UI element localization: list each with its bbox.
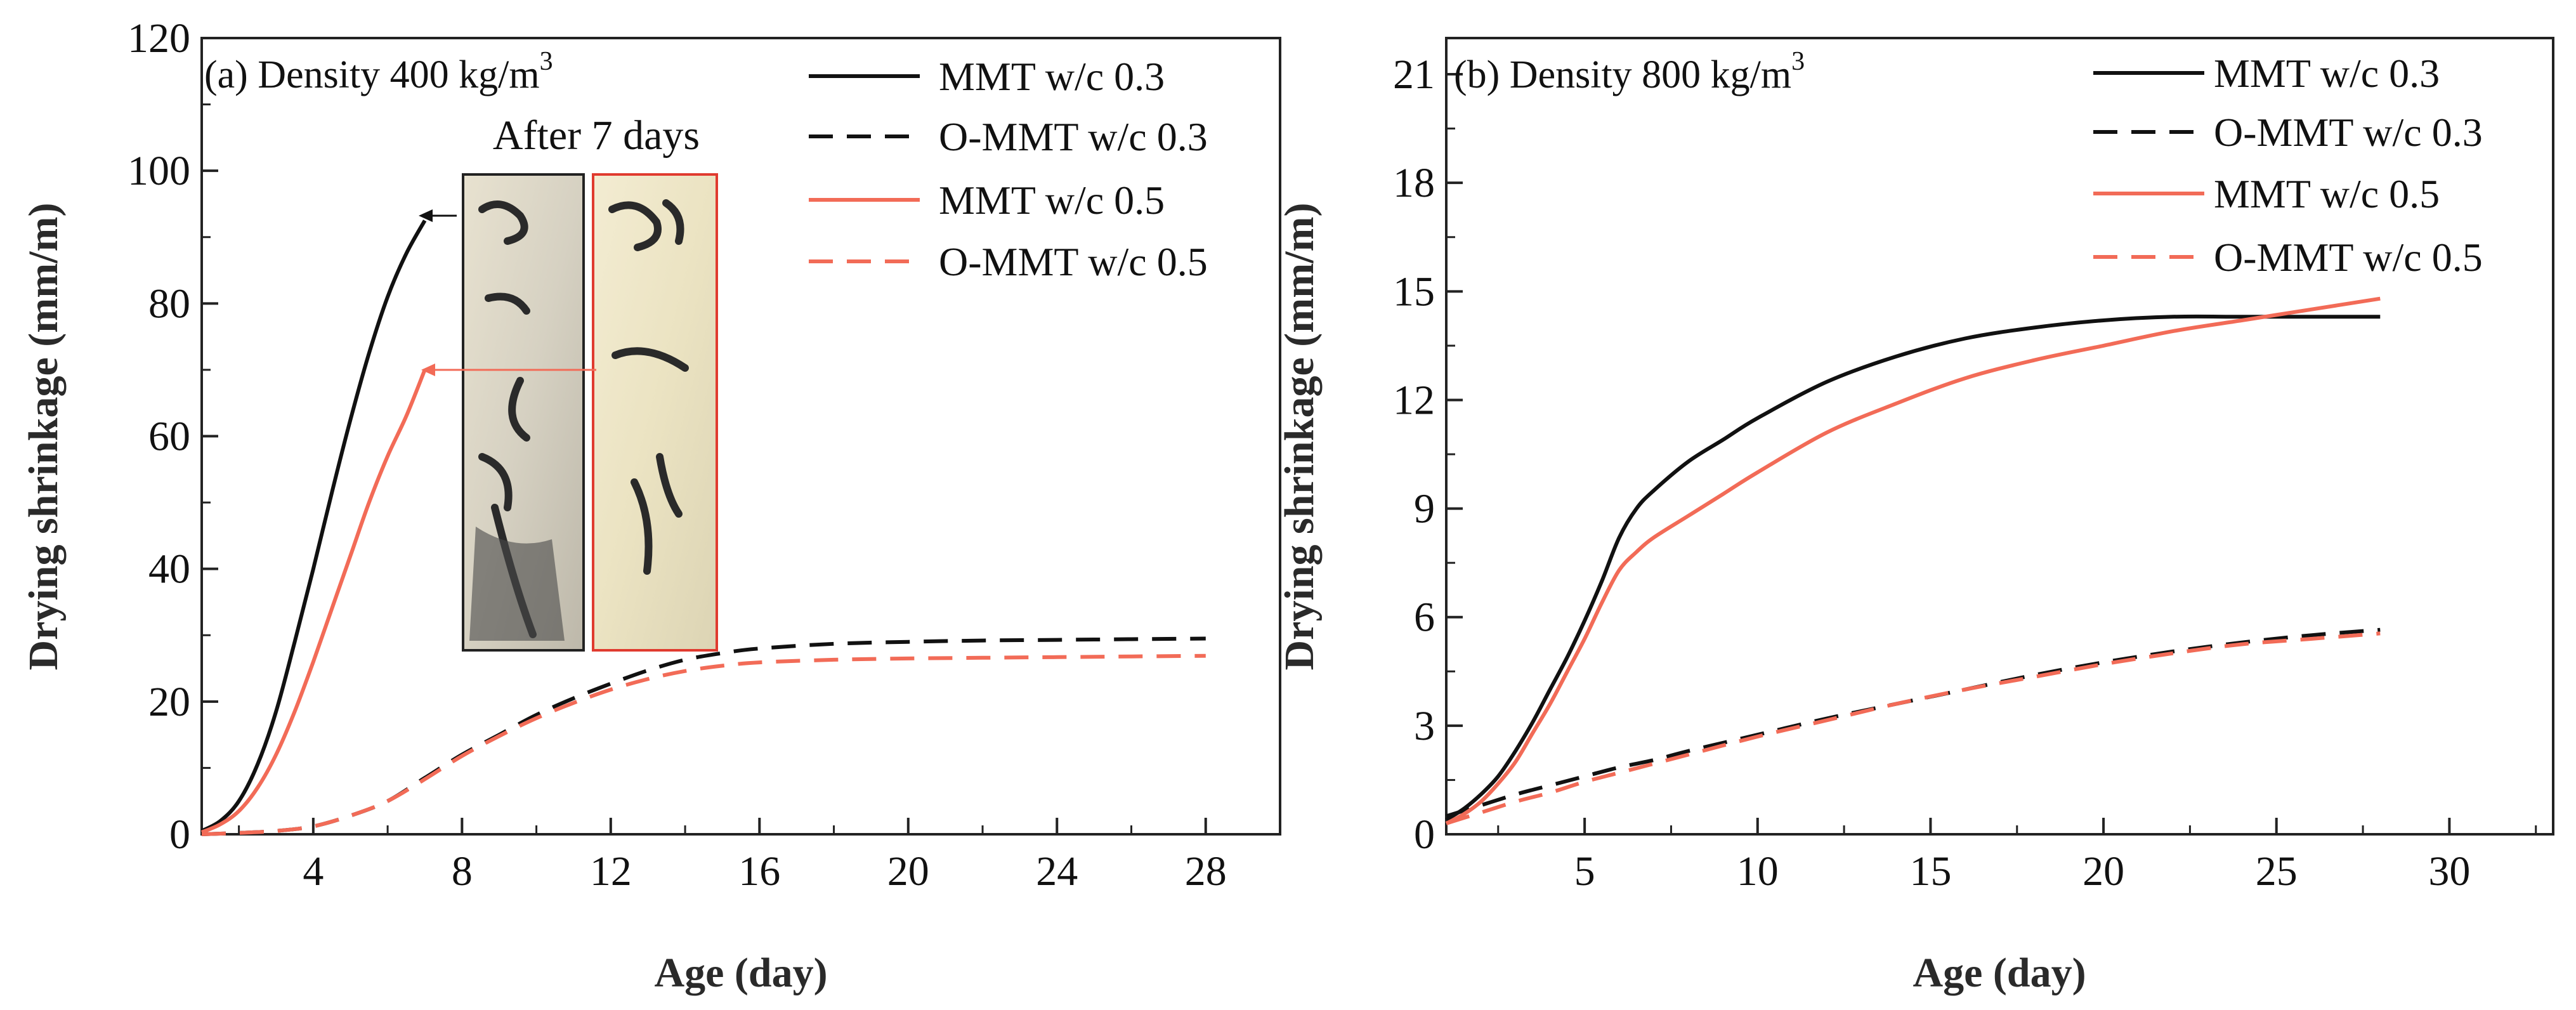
y-tick-label-a-5: 100 [127, 148, 190, 194]
x-tick-label-a-4: 20 [887, 848, 929, 895]
x-tick-label-b-1: 10 [1737, 848, 1779, 895]
y-axis-tick-labels-a: 0 20 40 60 80 100 120 [127, 15, 190, 858]
panel-title-a-superscript: 3 [540, 47, 553, 76]
x-tick-label-b-4: 25 [2256, 848, 2298, 895]
x-axis-tick-labels-b: 5 10 15 20 25 30 [1574, 848, 2471, 895]
x-tick-label-a-2: 12 [590, 848, 632, 895]
plot-frame-b [1445, 37, 2554, 836]
panel-title-b: (b) Density 800 kg/m3 [1454, 47, 1805, 96]
y-tick-label-a-2: 40 [148, 546, 190, 593]
x-axis-title-a: Age (day) [654, 950, 827, 996]
series-line-b-3 [1446, 631, 2381, 825]
series-line-b-1 [1446, 627, 2381, 818]
inset-photo: After 7 days [462, 112, 718, 652]
panel-title-a: (a) Density 400 kg/m3 [204, 47, 553, 96]
legend-b-label-2: MMT w/c 0.5 [2214, 171, 2440, 216]
y-axis-title-b: Drying shrinkage (mm/m) [1276, 203, 1323, 671]
panel-title-b-text: (b) Density 800 kg/m [1454, 53, 1791, 96]
x-tick-label-a-5: 24 [1036, 848, 1078, 895]
series-line-a-2 [200, 369, 427, 834]
legend-b-label-1: O-MMT w/c 0.3 [2214, 110, 2483, 155]
y-tick-label-a-6: 120 [127, 15, 190, 62]
annotation-arrows [419, 209, 596, 376]
x-tick-label-a-6: 28 [1185, 848, 1227, 895]
legend-a-label-2: MMT w/c 0.5 [939, 178, 1165, 223]
series-line-a-3 [201, 653, 1206, 836]
legend-a-label-3: O-MMT w/c 0.5 [939, 239, 1208, 284]
y-tick-label-a-4: 80 [148, 280, 190, 327]
arrow-black-head [419, 209, 433, 222]
legend-a-label-0: MMT w/c 0.3 [939, 54, 1165, 99]
y-tick-label-b-0: 0 [1414, 811, 1435, 858]
legend-a: MMT w/c 0.3 O-MMT w/c 0.3 MMT w/c 0.5 O-… [809, 54, 1208, 284]
y-tick-label-a-1: 20 [148, 679, 190, 725]
x-tick-label-b-5: 30 [2428, 848, 2470, 895]
legend-b-label-3: O-MMT w/c 0.5 [2214, 235, 2483, 280]
series-line-a-0 [200, 220, 427, 833]
y-axis-ticks-a [202, 37, 218, 836]
x-tick-label-a-3: 16 [738, 848, 780, 895]
sample-photo-mmt-w-c-0-5 [592, 173, 718, 652]
inset-photo-title: After 7 days [493, 112, 700, 159]
x-tick-label-a-0: 4 [303, 848, 324, 895]
chart-panel-a: 4 8 12 16 20 24 28 0 20 40 60 80 100 120 After 7 day… [20, 15, 1281, 996]
chart-panel-b: 5 10 15 20 25 30 0 3 6 9 12 15 18 21 (b) Density 800… [1276, 37, 2554, 996]
series-line-b-0 [1445, 314, 2381, 822]
series-line-a-1 [201, 636, 1206, 836]
series-group-a [200, 220, 1206, 836]
series-group-b [1445, 296, 2381, 825]
panel-title-a-text: (a) Density 400 kg/m [204, 53, 540, 96]
panel-title-b-superscript: 3 [1791, 47, 1805, 76]
x-tick-label-b-0: 5 [1574, 848, 1595, 895]
y-tick-label-b-5: 15 [1393, 268, 1435, 315]
x-tick-label-b-3: 20 [2082, 848, 2124, 895]
x-axis-title-b: Age (day) [1912, 950, 2086, 996]
arrow-red-head [421, 364, 435, 376]
x-tick-label-b-2: 15 [1909, 848, 1951, 895]
sample-markings-1 [478, 200, 537, 638]
y-axis-tick-labels-b: 0 3 6 9 12 15 18 21 [1393, 51, 1435, 858]
y-axis-title-a: Drying shrinkage (mm/m) [20, 203, 67, 671]
legend-b-label-0: MMT w/c 0.3 [2214, 51, 2440, 96]
y-tick-label-b-4: 12 [1393, 377, 1435, 423]
x-axis-ticks-b [1497, 818, 2537, 834]
y-axis-ticks-b [1446, 73, 1463, 836]
x-axis-tick-labels-a: 4 8 12 16 20 24 28 [303, 848, 1226, 895]
legend-b: MMT w/c 0.3 O-MMT w/c 0.3 MMT w/c 0.5 O-… [2093, 51, 2483, 280]
sample-dark-patch [469, 527, 565, 641]
y-tick-label-b-7: 21 [1393, 51, 1435, 98]
y-tick-label-a-0: 0 [169, 811, 190, 858]
y-tick-label-b-6: 18 [1393, 160, 1435, 206]
y-tick-label-b-3: 9 [1414, 486, 1435, 532]
y-tick-label-a-3: 60 [148, 414, 190, 460]
x-tick-label-a-1: 8 [452, 848, 473, 895]
x-axis-ticks-a [238, 818, 1207, 834]
sample-markings-2 [608, 199, 689, 575]
series-line-b-2 [1445, 296, 2381, 825]
y-tick-label-b-2: 6 [1414, 594, 1435, 641]
legend-a-label-1: O-MMT w/c 0.3 [939, 114, 1208, 159]
y-tick-label-b-1: 3 [1414, 703, 1435, 749]
